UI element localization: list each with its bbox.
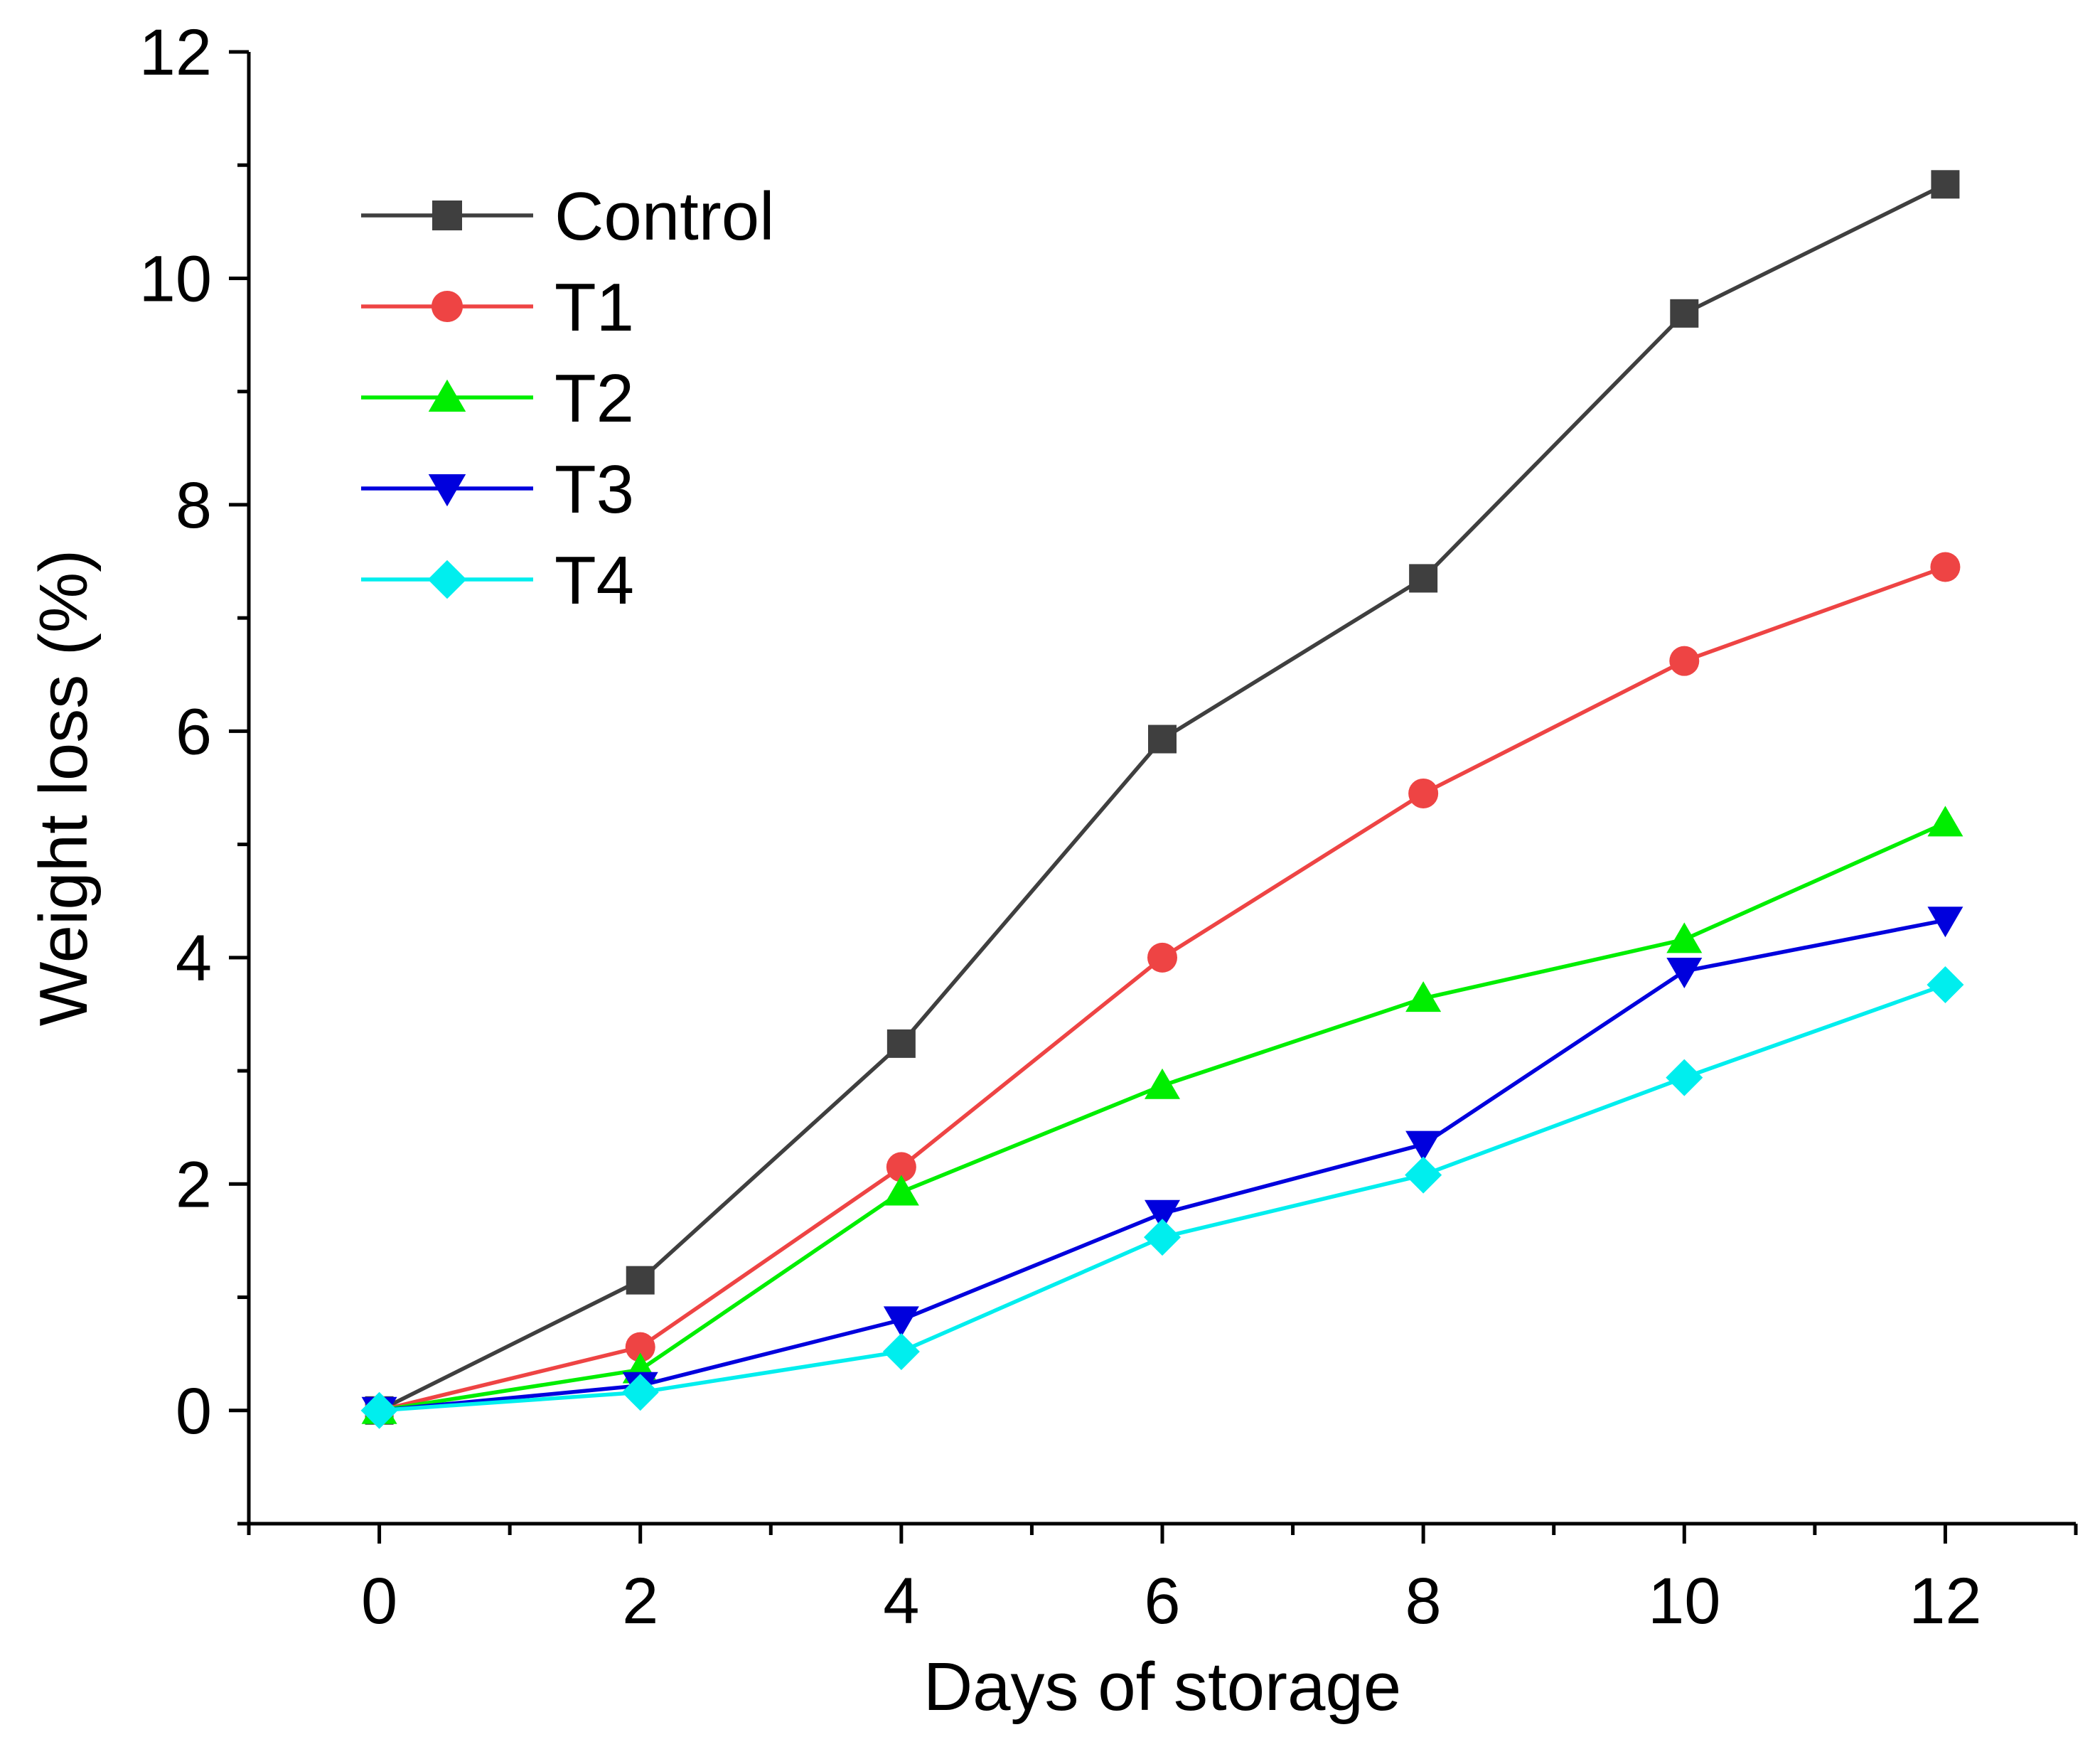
data-point-t1 (1669, 646, 1700, 676)
data-point-t3 (1145, 1199, 1180, 1231)
data-point-t3 (883, 1306, 919, 1337)
data-point-control (626, 1266, 655, 1295)
series-line-t1 (378, 565, 1946, 1413)
data-point-t4 (1144, 1219, 1181, 1256)
legend-marker-t3 (428, 474, 466, 507)
legend-label-t3: T3 (554, 451, 634, 528)
legend-label-control: Control (554, 178, 774, 255)
data-point-t4 (882, 1332, 920, 1370)
data-point-t1 (1930, 552, 1961, 582)
data-point-t4 (1666, 1059, 1703, 1096)
x-tick-label: 10 (1648, 1565, 1720, 1637)
legend-marker-t2 (428, 379, 466, 412)
data-point-t2 (1666, 922, 1703, 953)
series-t1 (364, 552, 1961, 1426)
data-point-t4 (360, 1391, 398, 1429)
y-tick-label: 0 (176, 1375, 212, 1448)
y-axis-title: Weight loss (%) (26, 550, 102, 1026)
data-point-t2 (1927, 806, 1963, 837)
data-point-control (886, 1029, 916, 1058)
data-point-control (1148, 725, 1177, 754)
series-t4 (360, 966, 1964, 1429)
y-tick-label: 10 (139, 242, 212, 315)
axes: 0 2 4 6 8 10 12 0 2 4 6 8 10 12 (139, 16, 2078, 1637)
x-tick-label: 2 (622, 1565, 658, 1637)
data-point-t4 (1927, 966, 1964, 1004)
x-tick-label: 6 (1144, 1565, 1180, 1637)
data-point-t1 (886, 1152, 916, 1182)
y-tick-label: 2 (176, 1148, 212, 1221)
series-layer (360, 170, 1964, 1429)
x-axis-title: Days of storage (923, 1649, 1401, 1725)
legend-item-t4: T4 (361, 542, 634, 619)
legend-label-t1: T1 (554, 269, 634, 346)
y-tick-label: 12 (139, 16, 212, 89)
legend-item-t3: T3 (361, 451, 634, 528)
data-point-t1 (1408, 778, 1439, 808)
legend-label-t4: T4 (554, 542, 634, 619)
legend-item-t1: T1 (361, 269, 634, 346)
x-tick-label: 12 (1909, 1565, 1981, 1637)
data-point-t4 (621, 1374, 659, 1411)
data-point-t2 (883, 1175, 919, 1206)
data-point-control (1931, 170, 1960, 199)
series-line-t3 (379, 918, 1946, 1413)
data-point-t3 (1405, 1130, 1442, 1162)
legend-marker-control (432, 201, 462, 230)
data-point-control (1409, 564, 1438, 593)
legend-marker-t1 (431, 290, 464, 323)
legend: Control T1 T2 T3 T4 (361, 178, 774, 619)
legend-marker-t4 (427, 560, 467, 599)
data-point-t3 (1927, 907, 1963, 938)
legend-item-control: Control (361, 178, 774, 255)
data-point-t2 (1145, 1068, 1180, 1099)
x-tick-label: 0 (361, 1565, 397, 1637)
series-t3 (361, 907, 1963, 1428)
series-t2 (361, 806, 1963, 1424)
data-point-t2 (1405, 981, 1442, 1012)
x-tick-label: 4 (883, 1565, 919, 1637)
y-tick-label: 6 (176, 695, 212, 768)
data-point-t1 (1147, 942, 1177, 973)
legend-label-t2: T2 (554, 360, 634, 437)
data-point-t1 (625, 1332, 655, 1362)
data-point-t3 (1666, 957, 1703, 988)
x-tick-label: 8 (1405, 1565, 1442, 1637)
legend-item-t2: T2 (361, 360, 634, 437)
y-tick-label: 8 (176, 469, 212, 542)
data-point-control (1670, 299, 1699, 328)
y-tick-label: 4 (176, 922, 212, 995)
series-line-t4 (379, 983, 1946, 1413)
series-line-t2 (379, 820, 1946, 1413)
data-point-t4 (1405, 1156, 1442, 1194)
series-control (365, 170, 1960, 1425)
